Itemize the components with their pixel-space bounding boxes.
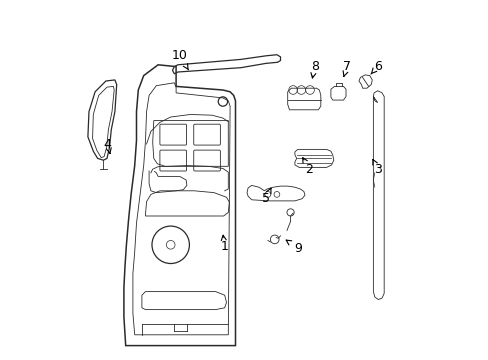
Text: 10: 10 <box>171 49 188 70</box>
Text: 9: 9 <box>285 240 302 255</box>
Text: 8: 8 <box>310 60 318 78</box>
Text: 3: 3 <box>372 159 381 176</box>
Text: 1: 1 <box>220 235 228 253</box>
Text: 7: 7 <box>343 60 350 76</box>
Text: 5: 5 <box>262 188 270 204</box>
Text: 6: 6 <box>370 60 381 74</box>
Text: 4: 4 <box>103 138 111 153</box>
Text: 2: 2 <box>302 158 313 176</box>
